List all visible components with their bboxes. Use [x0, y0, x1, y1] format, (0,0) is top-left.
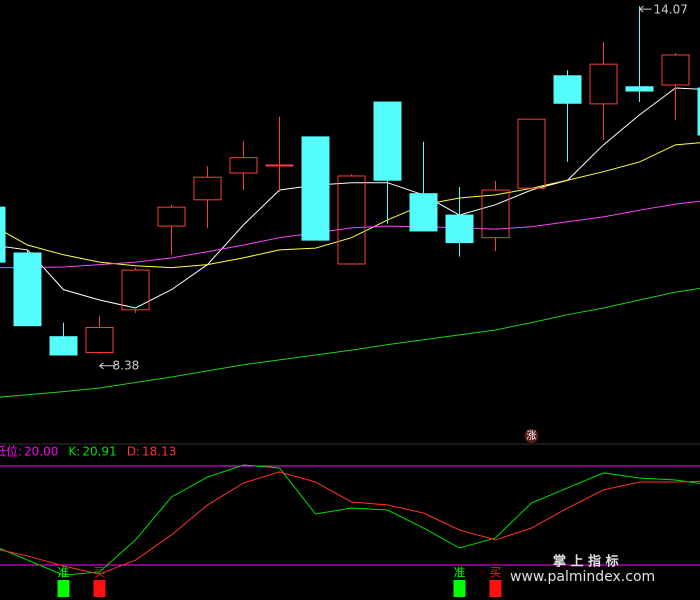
line — [0, 471, 700, 575]
signal-label: 准 — [453, 566, 465, 580]
rise-marker-bg — [524, 429, 539, 443]
header-value: 20.91 — [82, 445, 116, 459]
overlay: 8.38 14.07 涨低位: 20.00 K: 20.91 D: 18.13 准 准 买 买 掌 上 … — [0, 3, 688, 597]
candle-body — [589, 63, 618, 105]
watermark-title: 掌 上 指 标 — [553, 554, 619, 570]
candle-body — [373, 101, 402, 181]
candle-body — [409, 193, 438, 232]
header-name: K: — [68, 445, 80, 459]
candle-body — [193, 176, 222, 201]
line — [0, 200, 700, 269]
candle-body — [301, 136, 330, 241]
line — [0, 87, 700, 309]
signal-label: 买 — [93, 566, 105, 580]
candle-body — [49, 336, 78, 356]
candle-body — [625, 86, 654, 92]
candle-body — [697, 87, 700, 136]
watermark-url: www.palmindex.com — [510, 569, 655, 585]
header-name: D: — [127, 445, 140, 459]
price-panel — [0, 6, 700, 398]
candle-body — [265, 164, 294, 167]
header-value: 20.00 — [24, 445, 58, 459]
candle-body — [85, 327, 114, 354]
candle-body — [517, 118, 546, 189]
candle-body — [553, 75, 582, 104]
high-arrow — [639, 5, 652, 13]
candle-body — [121, 269, 150, 311]
signal-label: 准 — [57, 566, 69, 580]
signal-bar — [489, 580, 502, 597]
candle-body — [157, 206, 186, 227]
signal-bar — [453, 580, 466, 597]
candle-body — [481, 189, 510, 239]
header-name: 低位: — [0, 444, 22, 459]
candle-body — [445, 214, 474, 244]
candle-body — [661, 54, 690, 86]
signal-bar — [57, 580, 70, 597]
line — [0, 464, 700, 576]
rise-marker: 涨 — [527, 430, 537, 442]
signal-label: 买 — [489, 566, 501, 580]
low-label: 8.38 — [113, 358, 140, 372]
header-value: 18.13 — [142, 445, 176, 459]
candle-body — [229, 157, 258, 174]
candle-body — [0, 206, 6, 263]
signal-bar — [93, 580, 106, 597]
line — [0, 287, 700, 398]
high-label: 14.07 — [654, 3, 688, 17]
low-arrow — [99, 362, 116, 370]
candle-body — [13, 252, 42, 327]
indicator-panel — [0, 464, 700, 576]
candle-body — [337, 175, 366, 265]
